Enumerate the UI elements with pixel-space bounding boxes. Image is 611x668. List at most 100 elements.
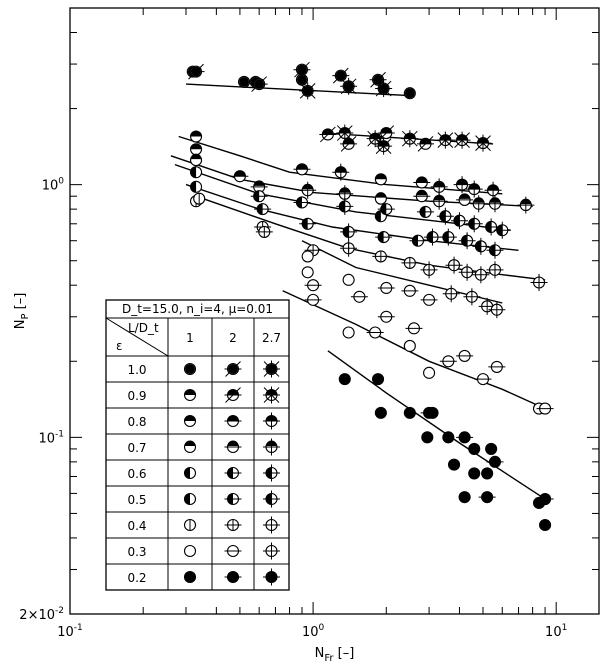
marker-fill	[253, 180, 265, 186]
data-point	[193, 192, 206, 205]
data-point	[375, 137, 393, 155]
marker-tick-diag2	[263, 387, 280, 403]
legend-symbol	[183, 544, 197, 558]
y-tick-label: 10-1	[38, 429, 64, 446]
fit-curve	[301, 240, 503, 304]
y-tick-label: 100	[42, 177, 65, 194]
marker-fill	[227, 389, 239, 395]
data-point	[189, 130, 203, 143]
marker-tick-diag	[225, 361, 241, 377]
marker-fill	[404, 88, 415, 99]
data-point	[301, 250, 314, 263]
marker-fill	[322, 128, 334, 135]
marker-fill	[190, 153, 202, 160]
marker-fill	[297, 74, 307, 85]
legend-column-header: 2	[229, 331, 237, 345]
legend-symbol	[183, 492, 197, 506]
data-point	[426, 406, 439, 419]
marker-fill	[184, 493, 190, 505]
marker-fill	[375, 210, 381, 222]
data-point	[478, 491, 496, 504]
marker-tick-diag	[319, 126, 336, 143]
data-point	[420, 261, 438, 279]
data-point	[401, 256, 419, 269]
marker-fill	[184, 440, 196, 446]
marker-circle	[481, 467, 494, 480]
data-point	[375, 80, 393, 98]
legend-symbol	[263, 438, 280, 456]
y-tick-label: 2×10-2	[19, 606, 64, 623]
legend-row-label: 0.2	[127, 571, 146, 585]
marker-circle	[374, 406, 387, 419]
legend-column-header: 1	[186, 331, 194, 345]
data-point	[250, 190, 268, 203]
data-point	[377, 203, 395, 216]
data-point	[456, 193, 474, 206]
legend-symbol	[183, 570, 197, 584]
data-point	[405, 322, 423, 335]
legend-row-label: 0.3	[127, 545, 146, 559]
marker-circle	[371, 373, 385, 386]
data-point	[189, 153, 203, 167]
data-point	[493, 221, 511, 239]
legend-row-label: 0.4	[127, 519, 146, 533]
legend-symbol	[183, 388, 197, 402]
data-point	[293, 196, 311, 209]
marker-fill	[227, 440, 239, 446]
legend-symbol	[224, 518, 242, 532]
legend-symbol	[263, 568, 280, 586]
data-point	[413, 189, 431, 203]
data-point	[340, 239, 358, 257]
data-point	[458, 263, 476, 281]
marker-tick-diag	[370, 71, 386, 88]
legend-symbol	[263, 412, 280, 430]
marker-tick-diag2	[475, 135, 491, 151]
x-tick-label: 100	[302, 623, 325, 640]
data-point	[536, 402, 554, 415]
data-point	[447, 458, 461, 471]
data-point	[304, 279, 322, 292]
data-point	[299, 181, 317, 199]
marker-tick-diag	[332, 67, 349, 84]
data-point	[481, 467, 494, 480]
data-point	[342, 326, 355, 339]
data-point	[442, 431, 455, 444]
plot-frame	[69, 7, 600, 615]
marker-fill	[184, 415, 196, 421]
legend-symbol	[183, 466, 197, 480]
data-point	[453, 176, 471, 194]
legend-row-label: 0.8	[127, 415, 146, 429]
data-point	[340, 136, 358, 152]
data-point	[439, 355, 457, 368]
legend-box	[105, 299, 290, 591]
data-point	[472, 266, 490, 284]
legend-table: D_t=15.0, n_i=4, μ=0.01 ε L/D_t 1 2 2.7 1.0 0.9…	[105, 299, 290, 591]
marker-circle	[342, 326, 355, 339]
marker-tick-diag2	[375, 80, 392, 97]
data-point	[417, 136, 435, 152]
legend-symbol	[263, 542, 280, 560]
marker-tick-diag2	[454, 132, 470, 148]
marker-fill	[416, 176, 428, 183]
marker-circle	[403, 339, 416, 352]
data-point	[463, 288, 481, 306]
legend-row-label: 0.7	[127, 441, 146, 455]
legend-symbol	[224, 361, 242, 377]
data-point	[189, 166, 203, 179]
data-point	[436, 131, 454, 149]
marker-tick-diag	[294, 61, 310, 78]
marker-fill	[190, 143, 202, 150]
data-point	[299, 217, 317, 230]
data-point	[231, 170, 249, 183]
legend-title: D_t=15.0, n_i=4, μ=0.01	[122, 302, 273, 316]
data-point	[377, 125, 395, 141]
fit-curve	[185, 183, 519, 251]
data-point	[482, 218, 500, 236]
data-point	[403, 339, 416, 352]
data-point	[465, 180, 483, 198]
fit-curve	[178, 135, 503, 195]
legend-row-label: 0.5	[127, 493, 146, 507]
data-point	[374, 192, 387, 205]
marker-tick-diag2	[375, 138, 392, 155]
marker-fill	[227, 415, 239, 421]
